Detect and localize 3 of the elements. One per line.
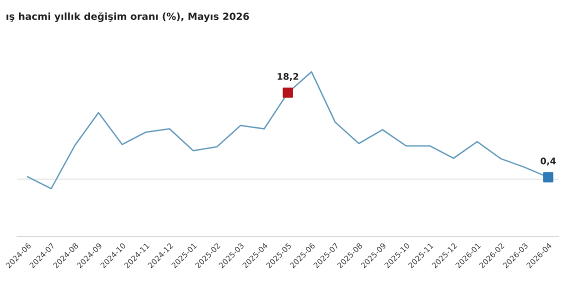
data-label: 18,2 [278, 73, 298, 82]
data-label: 0,4 [540, 158, 556, 166]
chart-title: ış hacmi yıllık değişim oranı (%), Mayıs 2026 [6, 12, 249, 22]
